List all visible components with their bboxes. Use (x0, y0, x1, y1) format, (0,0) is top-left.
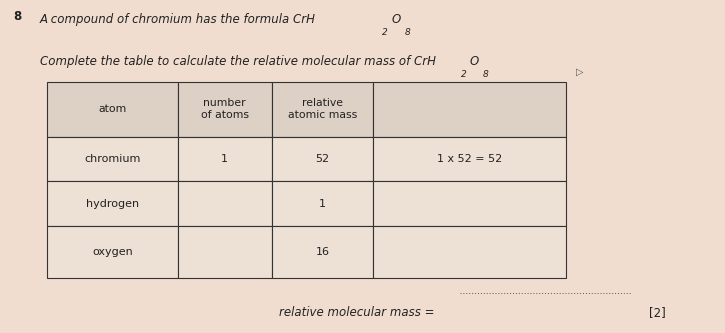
Text: 2: 2 (461, 70, 467, 79)
Text: chromium: chromium (84, 154, 141, 164)
Text: hydrogen: hydrogen (86, 199, 139, 209)
Text: 52: 52 (315, 154, 330, 164)
Text: O: O (470, 55, 479, 68)
Text: oxygen: oxygen (92, 247, 133, 257)
Text: 1 x 52 = 52: 1 x 52 = 52 (436, 154, 502, 164)
Text: number
of atoms: number of atoms (201, 98, 249, 120)
Text: Complete the table to calculate the relative molecular mass of CrH: Complete the table to calculate the rela… (40, 55, 436, 68)
Text: ▷: ▷ (576, 67, 584, 77)
Text: relative
atomic mass: relative atomic mass (288, 98, 357, 120)
Text: 16: 16 (315, 247, 330, 257)
Text: A compound of chromium has the formula CrH: A compound of chromium has the formula C… (40, 13, 316, 26)
Text: 2: 2 (382, 28, 388, 37)
Text: [2]: [2] (649, 306, 666, 319)
Text: 8: 8 (405, 28, 410, 37)
Text: 1: 1 (319, 199, 326, 209)
Text: 1: 1 (221, 154, 228, 164)
Text: 8: 8 (483, 70, 489, 79)
Text: relative molecular mass =: relative molecular mass = (279, 306, 439, 319)
Text: 8: 8 (13, 10, 21, 23)
Text: O: O (392, 13, 401, 26)
Text: atom: atom (99, 104, 126, 114)
